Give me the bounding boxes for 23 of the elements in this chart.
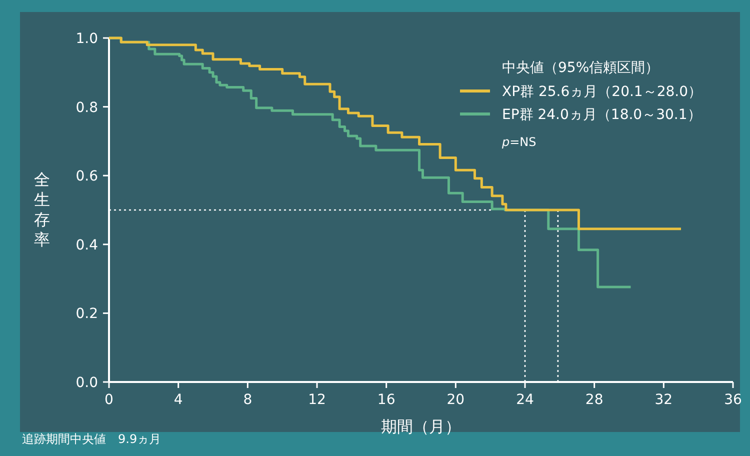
y-tick-label: 0.8 [76,100,98,116]
y-tick-label: 0.0 [76,375,98,391]
y-axis-title: 全生存率 [34,170,50,249]
x-tick-label: 24 [516,392,534,408]
x-tick-label: 28 [585,392,604,408]
legend-label: EP群 24.0ヵ月（18.0～30.1） [502,107,702,123]
y-tick-label: 0.2 [76,306,98,322]
legend-title: 中央値（95%信頼区間） [502,60,660,76]
x-tick-label: 8 [243,392,252,408]
x-tick-label: 16 [377,392,396,408]
y-tick-label: 0.6 [76,168,98,185]
legend-label: XP群 25.6ヵ月（20.1～28.0） [502,84,702,100]
x-tick-label: 4 [174,392,183,408]
x-tick-label: 36 [724,392,742,408]
x-tick-label: 12 [308,392,326,408]
x-axis-title: 期間（月） [381,417,461,436]
y-tick-label: 1.0 [76,31,98,47]
x-tick-label: 32 [654,392,673,408]
text: 追跡期間中央値 9.9ヵ月 [22,432,162,446]
x-tick-label: 20 [446,392,465,408]
x-tick-label: 0 [104,392,114,408]
y-tick-label: 0.4 [76,237,98,254]
annotation: p=NS [501,135,536,149]
